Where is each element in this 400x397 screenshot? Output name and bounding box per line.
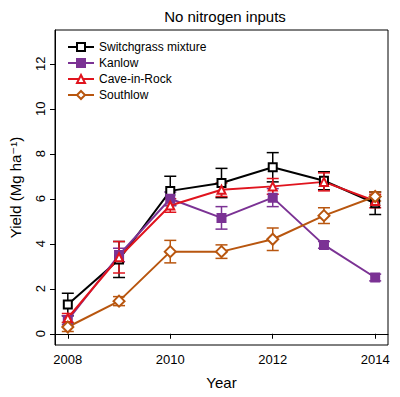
svg-text:4: 4 bbox=[33, 240, 48, 247]
svg-text:Kanlow: Kanlow bbox=[99, 56, 139, 70]
svg-text:2012: 2012 bbox=[258, 352, 287, 367]
svg-text:Cave-in-Rock: Cave-in-Rock bbox=[99, 72, 173, 86]
svg-text:0: 0 bbox=[33, 330, 48, 337]
svg-text:Southlow: Southlow bbox=[99, 88, 149, 102]
svg-text:2008: 2008 bbox=[53, 352, 82, 367]
svg-text:Yield (Mg ha⁻¹): Yield (Mg ha⁻¹) bbox=[7, 137, 24, 239]
svg-text:No nitrogen inputs: No nitrogen inputs bbox=[164, 8, 286, 25]
svg-text:Switchgrass mixture: Switchgrass mixture bbox=[99, 40, 207, 54]
svg-text:2010: 2010 bbox=[156, 352, 185, 367]
svg-text:12: 12 bbox=[33, 57, 48, 71]
svg-text:10: 10 bbox=[33, 102, 48, 116]
svg-text:6: 6 bbox=[33, 195, 48, 202]
svg-text:8: 8 bbox=[33, 150, 48, 157]
svg-text:2014: 2014 bbox=[361, 352, 390, 367]
svg-text:2: 2 bbox=[33, 285, 48, 292]
svg-text:Year: Year bbox=[206, 374, 236, 391]
